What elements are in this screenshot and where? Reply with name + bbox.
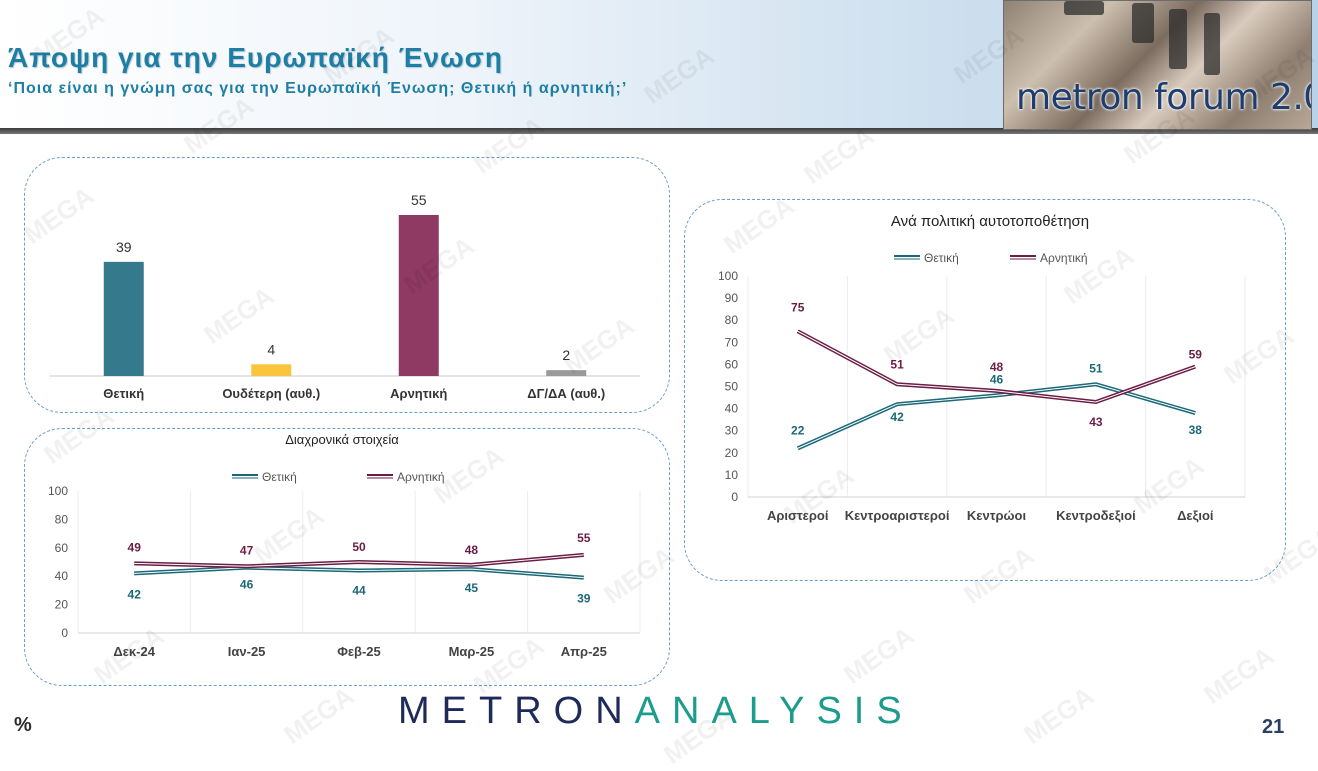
y-tick-label: 60 xyxy=(55,541,69,555)
percent-unit-label: % xyxy=(14,714,32,736)
y-tick-label: 80 xyxy=(725,313,739,327)
y-tick-label: 90 xyxy=(725,291,739,305)
category-label: Ιαν-25 xyxy=(228,644,266,659)
data-label: 59 xyxy=(1189,348,1203,362)
bar-value-label: 55 xyxy=(411,192,427,208)
ideology-chart-panel xyxy=(684,199,1286,581)
category-label: Αρνητική xyxy=(390,386,447,401)
person-silhouette-icon xyxy=(1064,1,1104,15)
data-label: 42 xyxy=(128,587,142,601)
data-label: 48 xyxy=(465,543,479,557)
data-label: 50 xyxy=(352,540,366,554)
bar-0 xyxy=(103,261,144,376)
data-label: 22 xyxy=(791,423,805,437)
metron-forum-logo: metron forum 2.0 xyxy=(1003,0,1312,130)
data-label: 45 xyxy=(465,581,479,595)
ideology-line-chart: Ανά πολιτική αυτοτοποθέτηση Θετική Αρνητικ… xyxy=(718,213,1246,523)
y-tick-label: 20 xyxy=(55,598,69,612)
bar-value-label: 39 xyxy=(116,239,132,255)
y-tick-label: 40 xyxy=(725,402,739,416)
data-label: 47 xyxy=(240,543,254,557)
category-label: Δεξιοί xyxy=(1177,508,1214,523)
bar-2 xyxy=(398,215,439,376)
y-tick-label: 30 xyxy=(725,424,739,438)
person-silhouette-icon xyxy=(1132,3,1154,43)
data-label: 51 xyxy=(890,357,904,371)
page-title: Άποψη για την Ευρωπαϊκή Ένωση xyxy=(8,42,503,73)
header-divider xyxy=(0,128,1318,134)
overall-bar-chart: 39 Θετική 4 Ουδέτερη (αυθ.) 55 Αρνητική 2 ΔΓ/ΔΑ… xyxy=(50,192,640,401)
y-tick-label: 60 xyxy=(725,357,739,371)
category-label: Θετική xyxy=(103,386,144,401)
category-label: Φεβ-25 xyxy=(337,644,381,659)
data-label: 49 xyxy=(128,540,142,554)
data-label: 75 xyxy=(791,300,805,314)
series-line-highlight-1 xyxy=(797,330,1196,403)
data-label: 55 xyxy=(577,531,591,545)
y-tick-label: 70 xyxy=(725,335,739,349)
brand-metron: METRON xyxy=(398,690,635,732)
category-label: ΔΓ/ΔΑ (αυθ.) xyxy=(527,386,605,401)
metron-forum-logo-text: metron forum 2.0 xyxy=(1016,77,1312,118)
series-line-highlight-0 xyxy=(134,567,584,579)
y-tick-label: 100 xyxy=(48,484,68,498)
y-tick-label: 0 xyxy=(61,626,68,640)
data-label: 51 xyxy=(1089,361,1103,375)
y-tick-label: 80 xyxy=(55,512,69,526)
person-silhouette-icon xyxy=(1204,13,1220,75)
y-tick-label: 50 xyxy=(725,380,739,394)
bar-1 xyxy=(251,364,292,376)
legend-label: Αρνητική xyxy=(397,470,445,484)
data-label: 46 xyxy=(990,372,1004,386)
bar-value-label: 4 xyxy=(267,341,275,357)
chart-title: Διαχρονικά στοιχεία xyxy=(285,432,399,447)
trend-line-chart: Διαχρονικά στοιχεία Θετική Αρνητική 0 20 40 60… xyxy=(48,432,641,659)
category-label: Αριστεροί xyxy=(767,508,829,523)
bar-3 xyxy=(546,370,587,376)
data-label: 46 xyxy=(240,578,254,592)
category-label: Μαρ-25 xyxy=(449,644,495,659)
person-silhouette-icon xyxy=(1169,9,1187,69)
category-label: Κεντροαριστεροί xyxy=(845,508,950,523)
y-tick-label: 40 xyxy=(55,569,69,583)
legend-label: Θετική xyxy=(924,251,959,265)
y-tick-label: 100 xyxy=(718,269,738,283)
bar-value-label: 2 xyxy=(562,347,570,363)
y-tick-label: 20 xyxy=(725,446,739,460)
legend-label: Αρνητική xyxy=(1040,251,1088,265)
data-label: 42 xyxy=(890,410,904,424)
brand-analysis: ANALYSIS xyxy=(634,690,914,732)
data-label: 39 xyxy=(577,592,591,606)
category-label: Κεντροδεξιοί xyxy=(1056,508,1136,523)
series-line-highlight-1 xyxy=(134,554,584,567)
y-tick-label: 0 xyxy=(731,490,738,504)
category-label: Δεκ-24 xyxy=(113,644,155,659)
category-label: Απρ-25 xyxy=(561,644,607,659)
data-label: 38 xyxy=(1189,423,1203,437)
y-tick-label: 10 xyxy=(725,468,739,482)
data-label: 48 xyxy=(990,360,1004,374)
data-label: 44 xyxy=(352,584,366,598)
overall-chart-panel xyxy=(24,157,670,413)
series-line-highlight-0 xyxy=(797,383,1196,449)
category-label: Ουδέτερη (αυθ.) xyxy=(222,386,320,401)
page-number: 21 xyxy=(1262,716,1285,738)
metron-analysis-logo: METRONANALYSIS xyxy=(398,690,914,733)
data-label: 43 xyxy=(1089,415,1103,429)
category-label: Κεντρώοι xyxy=(967,508,1027,523)
legend-label: Θετική xyxy=(262,470,297,484)
chart-title: Ανά πολιτική αυτοτοποθέτηση xyxy=(891,213,1089,230)
series-line-0 xyxy=(796,382,1196,451)
trend-chart-panel xyxy=(24,428,670,686)
page-subtitle: ‘Ποια είναι η γνώμη σας για την Ευρωπαϊκ… xyxy=(8,80,628,97)
